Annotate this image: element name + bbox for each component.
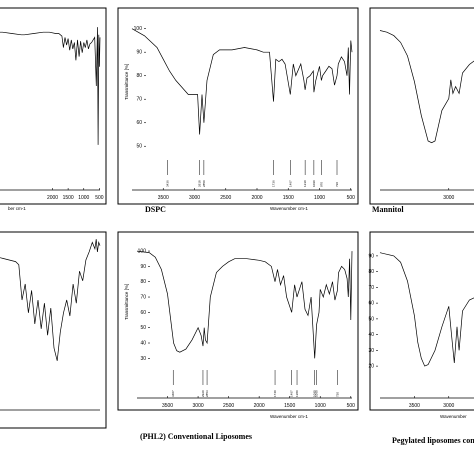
x-tick-label: 2000	[251, 195, 262, 201]
peak-label: 720	[335, 392, 339, 397]
spectrum-line	[0, 239, 101, 361]
peak-label: 1736	[272, 180, 276, 187]
peak-label: 1467	[288, 180, 292, 187]
x-tick-label: 500	[347, 403, 356, 409]
peak-label: 2850	[202, 180, 206, 187]
peak-label: 2853	[205, 390, 209, 397]
x-tick-label: 3000	[193, 403, 204, 409]
panel-2-xlabel: Wavenumber cm-1	[270, 206, 308, 211]
spectrum-line	[0, 27, 101, 145]
panel-5-xlabel: Wavenumber cm-1	[270, 414, 308, 419]
x-tick-label: 1000	[314, 195, 325, 201]
y-tick-label: 20	[368, 364, 374, 370]
panel-2: Transmittance [%] Wavenumber cm-1 DSPC	[117, 7, 359, 214]
peak-label: 3407	[171, 390, 175, 397]
peak-label: 1090	[312, 180, 316, 187]
panel-3: Mannitol	[369, 7, 474, 214]
panel-3-plot: 3000	[379, 30, 474, 201]
panel-4-frame	[0, 231, 107, 429]
panel-3-title: Mannitol	[372, 205, 404, 214]
peak-label: 1230	[303, 180, 307, 187]
panel-3-frame	[369, 7, 474, 205]
y-tick-label: 100	[134, 26, 143, 32]
peak-label: 1060	[315, 390, 319, 397]
peak-label: 3436	[165, 180, 169, 187]
y-tick-label: 80	[368, 269, 374, 275]
y-tick-label: 50	[136, 144, 142, 150]
panel-1-plot: 2000 1500 1000 500	[0, 27, 104, 201]
x-tick-label: 3500	[158, 195, 169, 201]
panel-4	[0, 231, 107, 429]
x-tick-label: 3500	[409, 403, 420, 409]
y-tick-label: 90	[136, 50, 142, 56]
panel-2-title: DSPC	[145, 205, 166, 214]
panel-5-ylabel: Transmittance [%]	[124, 284, 129, 320]
x-tick-label: 1500	[63, 195, 74, 201]
panel-2-frame	[117, 7, 359, 205]
panel-1: ber cm-1	[0, 7, 107, 211]
panel-4-plot	[0, 239, 101, 411]
x-tick-label: 1000	[315, 403, 326, 409]
y-tick-label: 70	[140, 295, 146, 301]
x-tick-label: 3500	[162, 403, 173, 409]
x-tick-label: 500	[95, 195, 104, 201]
panel-5-plot: 3500 3000 2500 2000 1500 1000 500 30 40 50 60 70 80 9…	[136, 249, 356, 409]
spectrum-line	[379, 252, 474, 367]
peak-label: 2918	[198, 180, 202, 187]
peak-label: 2920	[201, 390, 205, 397]
peak-label: 1467	[290, 390, 294, 397]
panel-6: Wavenumber Pegylated liposomes containi	[369, 231, 474, 445]
y-tick-label: 60	[136, 120, 142, 126]
peak-label: 970	[319, 182, 323, 187]
y-tick-label: 100	[138, 249, 147, 255]
panel-6-title: Pegylated liposomes containi	[392, 436, 474, 445]
y-tick-label: 40	[368, 332, 374, 338]
x-tick-label: 2500	[223, 403, 234, 409]
panel-6-xlabel: Wavenumber	[440, 414, 467, 419]
spectrum-line	[136, 250, 353, 359]
x-tick-label: 1500	[284, 403, 295, 409]
panel-2-plot: 3500 3000 2500 2000 1500 1000 500 50 60 70 80 90 100…	[131, 26, 356, 201]
spectrum-line	[379, 30, 474, 144]
panel-5: Transmittance [%] Wavenumber cm-1 (PHL2)…	[117, 231, 359, 441]
x-tick-label: 2000	[254, 403, 265, 409]
y-tick-label: 60	[368, 301, 374, 307]
y-tick-label: 90	[140, 264, 146, 270]
x-tick-label: 1000	[78, 195, 89, 201]
peak-label: 1090	[313, 390, 317, 397]
y-tick-label: 80	[140, 279, 146, 285]
x-tick-label: 3000	[443, 403, 454, 409]
y-tick-label: 50	[368, 316, 374, 322]
x-tick-label: 3000	[443, 195, 454, 201]
y-tick-label: 70	[136, 97, 142, 103]
peak-label: 720	[335, 182, 339, 187]
y-tick-label: 30	[368, 348, 374, 354]
panel-1-frame	[0, 7, 107, 205]
x-tick-label: 500	[347, 195, 356, 201]
y-tick-label: 90	[368, 253, 374, 259]
x-tick-label: 1500	[283, 195, 294, 201]
peak-label: 1380	[295, 390, 299, 397]
y-tick-label: 50	[140, 325, 146, 331]
panel-5-title: (PHL2) Conventional Liposomes	[140, 432, 252, 441]
panel-1-xlabel: ber cm-1	[8, 206, 26, 211]
panel-5-frame	[117, 231, 359, 411]
y-tick-label: 60	[140, 310, 146, 316]
y-tick-label: 70	[368, 285, 374, 291]
y-tick-label: 30	[140, 356, 146, 362]
spectrum-line	[131, 28, 353, 135]
peak-label: 1740	[273, 390, 277, 397]
x-tick-label: 2500	[220, 195, 231, 201]
panel-6-frame	[369, 231, 474, 411]
panel-2-ylabel: Transmittance [%]	[124, 64, 129, 100]
y-tick-label: 40	[140, 341, 146, 347]
panel-6-plot: 3500 3000 20 30 40 50 60 70 80 90	[368, 252, 474, 409]
y-tick-label: 80	[136, 73, 142, 79]
x-tick-label: 3000	[189, 195, 200, 201]
x-tick-label: 2000	[47, 195, 58, 201]
